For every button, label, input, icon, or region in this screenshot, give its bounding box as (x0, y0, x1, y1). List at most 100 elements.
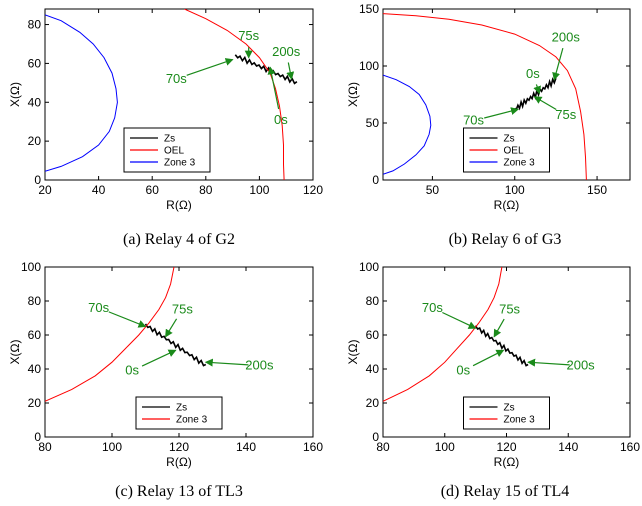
y-tick-label: 100 (359, 260, 379, 274)
annotation-arrow (533, 84, 541, 95)
plot-area (383, 267, 529, 402)
y-tick-label: 20 (366, 396, 380, 410)
series-line-zs (144, 323, 207, 367)
annotation-arrow (552, 47, 564, 81)
x-tick-label: 120 (496, 440, 516, 454)
annotation-arrow (442, 311, 477, 329)
annotation-label: 70s (166, 71, 187, 86)
x-tick-label: 100 (505, 183, 525, 197)
plot-frame (44, 8, 314, 181)
legend-entry: Zs (504, 134, 515, 145)
annotation-arrow (527, 358, 570, 367)
legend-entry: Zone 3 (164, 158, 196, 169)
x-axis-label: R(Ω) (166, 198, 192, 212)
annotation-label: 75s (555, 107, 576, 122)
annotation-label: 200s (552, 30, 581, 45)
legend-entry: Zs (164, 134, 175, 145)
y-tick-label: 0 (372, 173, 379, 187)
plot-frame (382, 8, 631, 181)
x-tick-label: 160 (303, 440, 323, 454)
legend-entry: Zs (504, 403, 515, 414)
annotation-arrow (141, 349, 177, 367)
annotation-arrow (472, 349, 505, 367)
y-tick-label: 80 (28, 18, 42, 32)
annotation-label: 200s (566, 358, 595, 373)
y-axis-label: X(Ω) (8, 340, 22, 365)
annotation-label: 200s (245, 358, 274, 373)
annotation-arrow (493, 318, 505, 338)
y-tick-label: 60 (28, 328, 42, 342)
y-tick-label: 50 (366, 116, 380, 130)
y-tick-label: 150 (359, 2, 379, 16)
y-tick-label: 100 (359, 59, 379, 73)
panel-caption: (c) Relay 13 of TL3 (115, 483, 243, 500)
x-tick-label: 140 (558, 440, 578, 454)
y-tick-label: 40 (28, 362, 42, 376)
annotation-label: 200s (272, 44, 301, 59)
x-tick-label: 80 (376, 440, 390, 454)
chart-panel-4: 80 100 120 140 160 0 20 40 60 80 100 R(Ω) X(Ω) ZsZone… (346, 260, 640, 500)
annotation-label: 0s (274, 112, 288, 127)
y-tick-label: 80 (28, 294, 42, 308)
x-tick-label: 120 (303, 183, 323, 197)
legend-box (135, 396, 223, 430)
x-tick-label: 60 (146, 183, 160, 197)
annotation-label: 70s (88, 300, 109, 315)
y-axis-label: X(Ω) (8, 82, 22, 107)
x-tick-label: 40 (92, 183, 106, 197)
annotation-label: 0s (456, 363, 470, 378)
annotation-label: 70s (463, 113, 484, 128)
x-tick-label: 50 (426, 183, 440, 197)
y-tick-label: 80 (366, 294, 380, 308)
x-tick-label: 160 (620, 440, 640, 454)
y-tick-label: 60 (366, 328, 380, 342)
legend-entry: Zone 3 (176, 415, 208, 426)
annotation-label: 70s (422, 300, 443, 315)
x-tick-label: 150 (587, 183, 607, 197)
x-tick-label: 100 (435, 440, 455, 454)
plot-area (45, 267, 207, 402)
series-line-zone-3 (45, 267, 175, 402)
annotation-label: 75s (238, 28, 259, 43)
series-line-zone-3 (45, 14, 118, 172)
x-tick-label: 100 (102, 440, 122, 454)
annotation-arrow (186, 58, 234, 76)
y-tick-label: 60 (28, 56, 42, 70)
x-axis-label: R(Ω) (166, 455, 192, 469)
series-line-zone-3 (383, 267, 503, 402)
y-tick-label: 100 (21, 260, 41, 274)
panel-caption: (b) Relay 6 of G3 (449, 231, 562, 248)
legend-entry: Zs (176, 403, 187, 414)
legend-entry: Zone 3 (504, 158, 536, 169)
y-tick-label: 0 (34, 173, 41, 187)
x-tick-label: 140 (236, 440, 256, 454)
chart-panel-1: 20 40 60 80 100 120020406080R(Ω)X(Ω)ZsOELZone… (8, 8, 323, 248)
annotation-arrow (165, 318, 178, 338)
x-axis-label: R(Ω) (494, 198, 520, 212)
annotation-arrow (267, 66, 280, 110)
legend-box (463, 396, 550, 430)
annotation-label: 75s (172, 302, 193, 317)
y-axis-label: X(Ω) (346, 340, 360, 365)
series-line-oel (383, 13, 587, 180)
x-tick-label: 20 (38, 183, 52, 197)
legend-entry: OEL (504, 146, 524, 157)
x-tick-label: 80 (38, 440, 52, 454)
legend-entry: Zone 3 (504, 415, 536, 426)
x-tick-label: 120 (169, 440, 189, 454)
annotation-arrow (533, 96, 557, 110)
chart-panel-3: 80 100 120 140 160 0 20 40 60 80 100 R(Ω) X(Ω) ZsZone… (8, 260, 323, 500)
y-tick-label: 20 (28, 134, 42, 148)
x-tick-label: 100 (249, 183, 269, 197)
series-line-zone-3 (383, 74, 432, 175)
y-tick-label: 20 (28, 396, 42, 410)
annotation-label: 0s (125, 363, 139, 378)
annotation-arrow (108, 311, 147, 328)
y-tick-label: 40 (28, 95, 42, 109)
annotation-label: 75s (499, 302, 520, 317)
